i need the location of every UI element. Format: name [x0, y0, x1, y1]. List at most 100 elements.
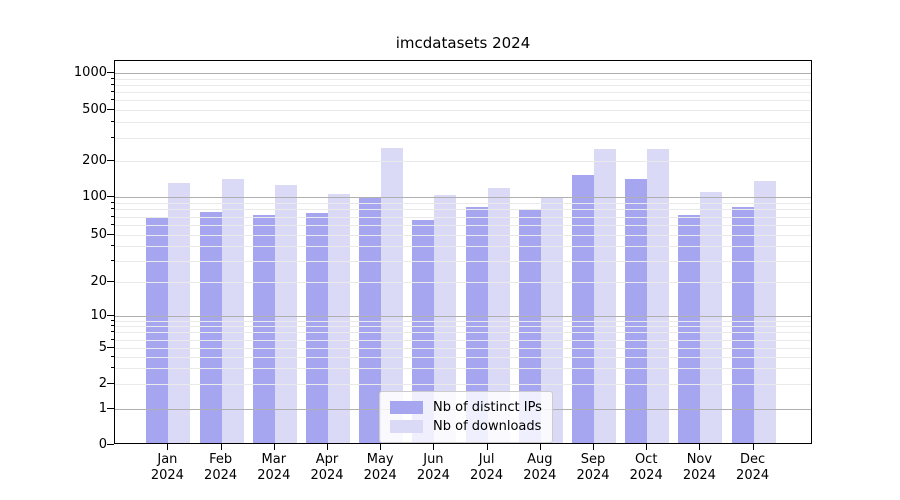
x-tick-mark: [539, 444, 541, 450]
y-minor-tick-mark: [111, 215, 114, 217]
bar-downloads-aug: [540, 197, 563, 443]
month-label: Nov: [686, 452, 713, 467]
y-tick-label: 50: [90, 226, 107, 242]
minor-gridline: [115, 384, 811, 385]
bar-downloads-dec: [753, 180, 776, 443]
month-label: Feb: [209, 452, 233, 467]
year-label: 2024: [682, 468, 716, 483]
month-label: Aug: [527, 452, 553, 467]
y-tick-label: 500: [82, 101, 107, 117]
minor-gridline: [115, 138, 811, 140]
x-tick-label: Oct 2024: [618, 452, 674, 484]
legend-label: Nb of distinct IPs: [433, 400, 542, 415]
minor-gridline: [115, 92, 811, 94]
major-gridline: [115, 197, 811, 198]
year-label: 2024: [363, 468, 397, 483]
x-tick-mark: [220, 444, 222, 450]
minor-gridline: [115, 368, 811, 370]
y-tick-label: 0: [98, 436, 107, 452]
y-tick-label: 5: [98, 339, 107, 355]
x-tick-label: Feb 2024: [193, 452, 249, 484]
y-minor-tick-mark: [111, 137, 114, 139]
minor-gridline: [115, 356, 811, 358]
month-label: Apr: [315, 452, 339, 467]
year-label: 2024: [629, 468, 663, 483]
minor-gridline: [115, 161, 811, 162]
year-label: 2024: [736, 468, 770, 483]
month-label: Oct: [634, 452, 658, 467]
legend-label: Nb of downloads: [433, 419, 542, 434]
bar-distinct-ips-nov: [678, 214, 701, 443]
y-tick-mark: [107, 234, 114, 235]
y-minor-tick-mark: [111, 77, 114, 79]
x-tick-mark: [433, 444, 435, 450]
bar-downloads-jan: [168, 182, 191, 443]
month-label: Jan: [157, 452, 178, 467]
minor-gridline: [115, 348, 811, 349]
month-label: Mar: [261, 452, 287, 467]
y-minor-tick-mark: [111, 260, 114, 262]
y-minor-tick-mark: [111, 367, 114, 369]
y-minor-tick-mark: [111, 331, 114, 333]
y-minor-tick-mark: [111, 91, 114, 93]
bar-downloads-mar: [274, 185, 297, 443]
y-tick-label: 10: [90, 307, 107, 323]
legend-entry: Nb of distinct IPs: [390, 398, 542, 417]
minor-gridline: [115, 225, 811, 226]
x-tick-label: Jul 2024: [459, 452, 515, 484]
y-minor-tick-mark: [111, 208, 114, 210]
y-minor-tick-mark: [111, 338, 114, 340]
y-minor-tick-mark: [111, 355, 114, 357]
minor-gridline: [115, 122, 811, 124]
year-label: 2024: [310, 468, 344, 483]
bar-distinct-ips-oct: [625, 179, 648, 443]
y-tick-mark: [107, 408, 114, 409]
x-tick-label: Jan 2024: [139, 452, 195, 484]
minor-gridline: [115, 235, 811, 236]
x-tick-label: Jun 2024: [405, 452, 461, 484]
year-label: 2024: [416, 468, 450, 483]
month-label: Jun: [423, 452, 444, 467]
bar-downloads-jun: [434, 195, 457, 443]
month-label: Dec: [740, 452, 766, 467]
bar-distinct-ips-may: [359, 197, 382, 443]
y-tick-label: 1000: [73, 64, 107, 80]
minor-gridline: [115, 326, 811, 328]
bar-distinct-ips-dec: [731, 207, 754, 443]
legend-swatch-distinct-ips: [390, 401, 423, 414]
x-tick-label: Aug 2024: [512, 452, 568, 484]
bar-distinct-ips-apr: [306, 213, 328, 443]
x-tick-mark: [273, 444, 275, 450]
y-tick-mark: [107, 109, 114, 110]
minor-gridline: [115, 261, 811, 263]
year-label: 2024: [470, 468, 504, 483]
minor-gridline: [115, 216, 811, 218]
y-minor-tick-mark: [111, 201, 114, 203]
x-tick-mark: [327, 444, 328, 450]
year-label: 2024: [523, 468, 557, 483]
y-tick-label: 2: [98, 375, 107, 391]
y-minor-tick-mark: [111, 121, 114, 123]
year-label: 2024: [257, 468, 291, 483]
bar-downloads-may: [381, 147, 404, 443]
minor-gridline: [115, 110, 811, 111]
y-tick-mark: [107, 160, 114, 161]
chart-title: imcdatasets 2024: [395, 34, 531, 52]
x-tick-mark: [752, 444, 754, 450]
bar-distinct-ips-jun: [412, 220, 435, 443]
y-tick-mark: [107, 383, 114, 384]
y-tick-label: 100: [82, 188, 107, 204]
x-tick-label: May 2024: [352, 452, 408, 484]
minor-gridline: [115, 282, 811, 283]
x-tick-mark: [486, 444, 488, 450]
minor-gridline: [115, 332, 811, 334]
bar-distinct-ips-sep: [572, 174, 594, 443]
y-tick-mark: [107, 72, 114, 73]
y-tick-label: 200: [82, 152, 107, 168]
minor-gridline: [115, 320, 811, 322]
bar-downloads-feb: [221, 179, 244, 443]
legend-entry: Nb of downloads: [390, 417, 542, 436]
legend-swatch-downloads: [390, 420, 423, 433]
minor-gridline: [115, 100, 811, 102]
